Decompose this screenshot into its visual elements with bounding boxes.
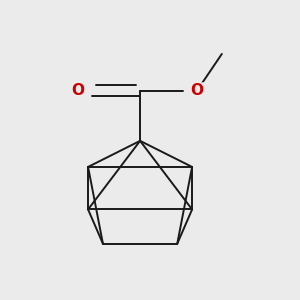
Text: O: O	[72, 83, 85, 98]
Text: O: O	[190, 83, 204, 98]
